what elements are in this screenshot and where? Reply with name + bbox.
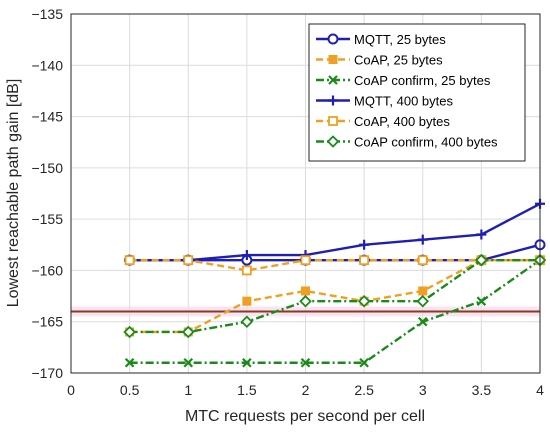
- data-point: [476, 229, 487, 240]
- data-point: [300, 357, 311, 368]
- x-tick-label: 3: [419, 382, 427, 398]
- data-point: [476, 296, 487, 306]
- legend-label: MQTT, 400 bytes: [354, 94, 453, 109]
- data-point: [328, 75, 338, 85]
- x-tick-label: 3.5: [472, 382, 492, 398]
- data-point: [183, 357, 194, 368]
- legend-box: [308, 23, 526, 162]
- legend-entry: MQTT, 25 bytes: [316, 32, 446, 47]
- legend-entry: CoAP confirm, 400 bytes: [316, 135, 498, 150]
- y-tick-label: −160: [31, 262, 63, 278]
- data-point: [359, 357, 369, 368]
- series-line: [129, 258, 540, 334]
- y-tick-labels: −135 −140 −145 −150 −155 −160 −165 −170: [31, 6, 63, 381]
- data-point: [242, 357, 252, 368]
- axes-frame: [70, 13, 541, 374]
- data-point: [475, 253, 488, 267]
- data-point: [416, 294, 430, 308]
- data-point: [301, 286, 310, 296]
- plot-frame: [70, 13, 541, 374]
- data-point: [240, 315, 254, 328]
- series-coap-confirm-400-bytes: [123, 253, 547, 339]
- series-line: [129, 258, 540, 272]
- data-point: [327, 33, 339, 45]
- data-point: [123, 325, 136, 339]
- x-tick-label: 0: [67, 382, 75, 398]
- legend-entry: CoAP confirm, 25 bytes: [316, 73, 491, 88]
- data-point: [241, 265, 252, 276]
- data-point: [299, 294, 312, 308]
- series-line: [129, 202, 541, 262]
- legend-label: CoAP confirm, 400 bytes: [354, 135, 498, 150]
- x-tick-label: 2.5: [354, 382, 374, 398]
- x-tick-labels: 0 0.5 1 1.5 2 2.5 3 3.5 4: [67, 382, 544, 398]
- data-point: [326, 135, 340, 148]
- y-tick-label: −150: [31, 160, 63, 176]
- y-tick-label: −155: [31, 211, 63, 227]
- legend-label: CoAP, 25 bytes: [354, 53, 443, 68]
- data-point: [328, 55, 338, 64]
- data-point: [359, 255, 370, 266]
- legend-entry: CoAP, 400 bytes: [316, 114, 450, 129]
- y-tick-label: −165: [31, 314, 63, 330]
- y-tick-label: −170: [31, 365, 63, 381]
- y-tick-label: −140: [31, 57, 63, 73]
- data-point: [183, 255, 194, 266]
- data-point: [357, 294, 371, 308]
- series-line: [129, 258, 540, 334]
- data-point: [417, 316, 428, 327]
- legend: MQTT, 25 bytes CoAP, 25 bytes CoAP confirm…: [308, 23, 526, 162]
- series-layer: [123, 198, 547, 368]
- data-point: [300, 255, 311, 266]
- legend-entry: CoAP, 25 bytes: [316, 53, 443, 68]
- data-point: [417, 234, 428, 245]
- reference-line-group: [71, 306, 540, 317]
- y-tick-label: −135: [31, 6, 63, 22]
- legend-label: CoAP confirm, 25 bytes: [354, 73, 491, 88]
- data-point: [328, 95, 338, 106]
- legend-entry: MQTT, 400 bytes: [316, 94, 453, 109]
- series-line: [129, 259, 541, 364]
- legend-label: CoAP, 400 bytes: [354, 114, 450, 129]
- data-point: [124, 255, 135, 266]
- data-point: [328, 116, 338, 126]
- data-point: [181, 325, 195, 339]
- y-axis-label: Lowest reachable path gain [dB]: [5, 79, 22, 308]
- legend-label: MQTT, 25 bytes: [354, 32, 446, 47]
- data-point: [241, 250, 252, 261]
- x-tick-label: 4: [536, 382, 544, 398]
- data-point: [124, 357, 135, 368]
- x-tick-label: 1: [184, 382, 192, 398]
- data-point: [242, 296, 252, 306]
- x-tick-label: 1.5: [237, 382, 257, 398]
- x-axis-label: MTC requests per second per cell: [185, 408, 425, 425]
- data-point: [418, 286, 428, 296]
- data-point: [359, 239, 370, 250]
- y-tick-label: −145: [31, 109, 63, 125]
- data-point: [417, 255, 428, 266]
- x-tick-label: 0.5: [120, 382, 140, 398]
- x-tick-label: 2: [302, 382, 310, 398]
